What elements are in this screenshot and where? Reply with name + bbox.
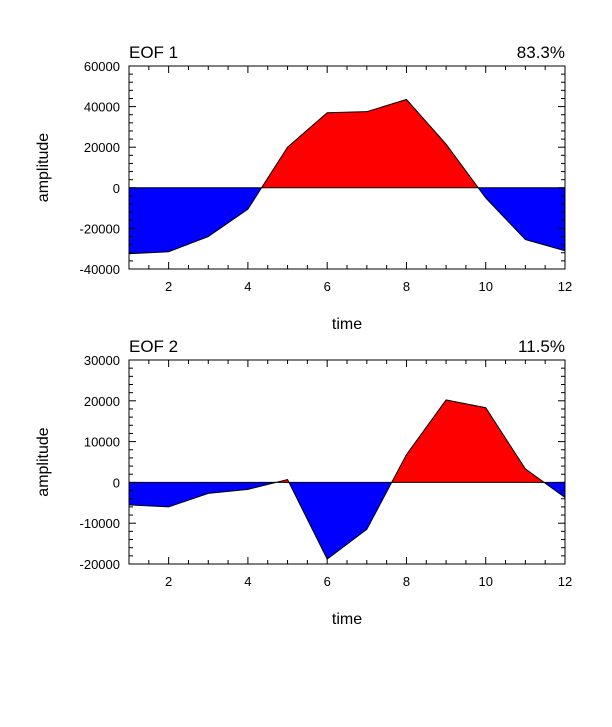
- chart-title: EOF 1: [129, 43, 178, 62]
- x-tick-label: 4: [244, 574, 251, 589]
- series-line: [128, 98, 566, 255]
- negative-area: [288, 482, 392, 560]
- x-tick-label: 2: [165, 279, 172, 294]
- x-tick-label: 6: [324, 574, 331, 589]
- eof-1-panel: EOF 1 83.3% time amplitude 2 4 6 8 10 12 6000…: [35, 43, 572, 333]
- y-tick-label: 20000: [84, 394, 120, 409]
- x-tick-label: 4: [244, 279, 251, 294]
- y-tick-label: 20000: [84, 140, 120, 155]
- eof-2-panel: EOF 2 11.5% time amplitude 2 4 6 8 10 12 3000…: [35, 337, 572, 628]
- plot-frame: [128, 65, 566, 270]
- y-tick-label: 60000: [84, 59, 120, 74]
- plot-frame: [128, 359, 566, 565]
- y-axis-label: amplitude: [35, 133, 52, 202]
- x-tick-label: 10: [478, 279, 492, 294]
- y-tick-label: -20000: [80, 221, 120, 236]
- x-axis-label: time: [332, 316, 362, 333]
- percent-label: 83.3%: [517, 43, 565, 62]
- x-axis-label: time: [332, 611, 362, 628]
- chart-title: EOF 2: [129, 337, 178, 356]
- y-tick-label: -20000: [80, 557, 120, 572]
- negative-area: [129, 187, 262, 254]
- negative-area: [129, 482, 276, 507]
- positive-area: [261, 99, 479, 188]
- y-tick-label: 30000: [84, 353, 120, 368]
- x-tick-label: 2: [165, 574, 172, 589]
- x-tick-label: 12: [558, 574, 572, 589]
- y-tick-label: -10000: [80, 516, 120, 531]
- y-tick-label: 0: [113, 475, 120, 490]
- y-tick-label: 10000: [84, 435, 120, 450]
- x-tick-label: 10: [478, 574, 492, 589]
- y-axis-label: amplitude: [35, 427, 52, 496]
- y-tick-label: 40000: [84, 100, 120, 115]
- y-tick-label: 0: [113, 181, 120, 196]
- positive-area: [391, 399, 545, 483]
- percent-label: 11.5%: [518, 337, 565, 356]
- x-tick-label: 12: [558, 279, 572, 294]
- negative-area: [478, 187, 565, 251]
- y-tick-label: -40000: [80, 262, 120, 277]
- x-tick-label: 8: [403, 574, 410, 589]
- x-tick-label: 6: [324, 279, 331, 294]
- series-line: [128, 399, 566, 560]
- x-tick-label: 8: [403, 279, 410, 294]
